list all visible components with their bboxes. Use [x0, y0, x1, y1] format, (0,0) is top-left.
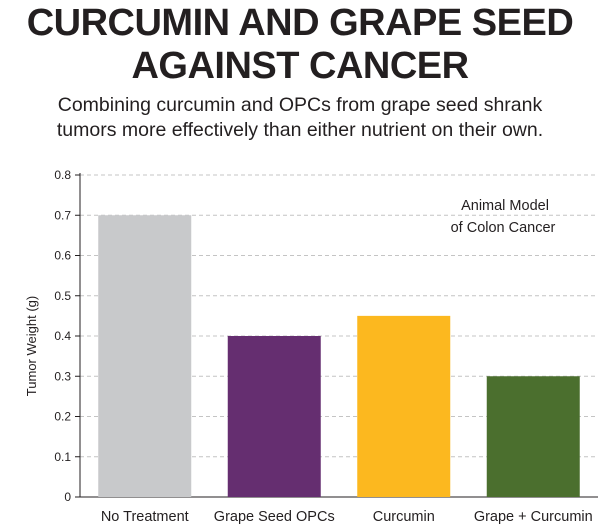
y-tick-label: 0.2: [54, 410, 71, 424]
chart-title-line-1: CURCUMIN AND GRAPE SEED: [26, 2, 574, 44]
y-tick-label: 0.5: [54, 289, 71, 303]
chart-title-line-2: AGAINST CANCER: [131, 45, 469, 87]
chart-subtitle: Combining curcumin and OPCs from grape s…: [0, 93, 600, 143]
bars: [98, 215, 580, 497]
y-tick-label: 0.1: [54, 450, 71, 464]
y-tick-label: 0.3: [54, 369, 71, 383]
bar-grape-seed-opcs: [227, 336, 321, 497]
y-axis-ticks: 0 0.1 0.2 0.3 0.4 0.5 0.6 0.7 0.8: [54, 168, 80, 504]
annotation-line-1: Animal Model: [461, 198, 549, 214]
chart-subtitle-line-2: tumors more effectively than either nutr…: [56, 119, 544, 141]
x-axis-categories: No Treatment Grape Seed OPCs Curcumin Grape…: [101, 509, 593, 525]
x-category-label: Curcumin: [373, 509, 435, 525]
chart-title: CURCUMIN AND GRAPE SEED AGAINST CANCER: [0, 2, 600, 88]
y-tick-label: 0.4: [54, 329, 71, 343]
bar-no-treatment: [98, 215, 192, 497]
x-category-label: No Treatment: [101, 509, 189, 525]
y-tick-label: 0: [64, 490, 71, 504]
y-tick-label: 0.6: [54, 249, 71, 263]
annotation-line-2: of Colon Cancer: [451, 220, 556, 236]
x-category-label: Grape + Curcumin: [474, 509, 593, 525]
y-tick-label: 0.8: [54, 168, 71, 182]
x-category-label: Grape Seed OPCs: [214, 509, 335, 525]
bar-curcumin: [357, 315, 451, 497]
y-axis-label: Tumor Weight (g): [24, 296, 39, 396]
y-tick-label: 0.7: [54, 208, 71, 222]
chart-subtitle-line-1: Combining curcumin and OPCs from grape s…: [57, 94, 543, 116]
bar-grape-curcumin: [486, 376, 580, 497]
